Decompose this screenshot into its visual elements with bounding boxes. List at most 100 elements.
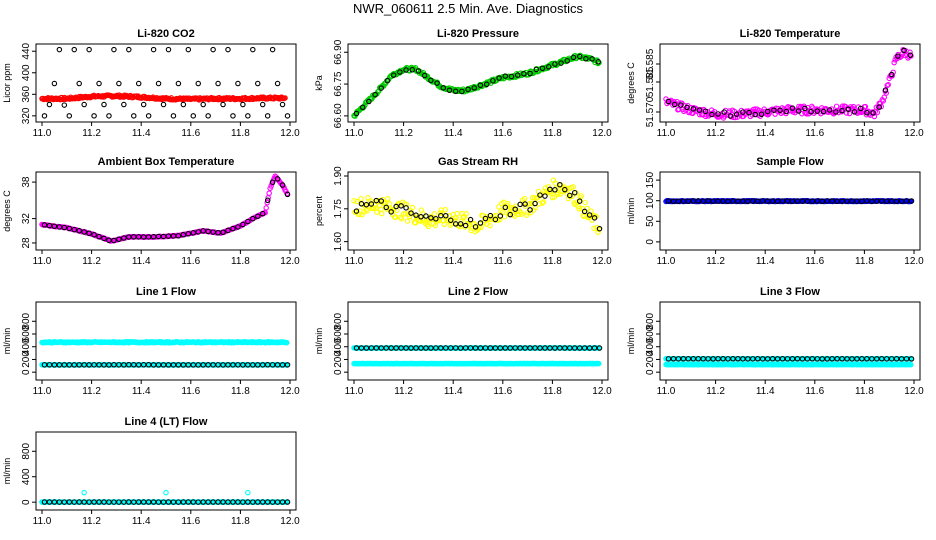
data-point (185, 499, 192, 505)
data-point (66, 362, 73, 368)
data-point (675, 198, 682, 204)
x-tick-label: 11.8 (543, 386, 562, 397)
data-point (372, 91, 378, 98)
data-point (457, 223, 463, 230)
x-tick-label: 12.0 (280, 128, 300, 139)
data-point (542, 345, 548, 351)
data-point (175, 80, 182, 87)
data-point (428, 345, 434, 351)
data-point (170, 113, 177, 119)
data-point (907, 49, 913, 56)
data-point (41, 113, 48, 119)
data-point (849, 356, 855, 362)
data-point (402, 210, 409, 217)
y-tick-label: 66.75 (333, 71, 344, 96)
data-point (250, 499, 256, 505)
plot-frame (659, 171, 921, 251)
data-point (364, 208, 370, 214)
data-point (76, 227, 82, 234)
data-point (46, 362, 53, 368)
data-point (274, 80, 281, 87)
data-point (888, 198, 895, 204)
data-point (459, 88, 465, 95)
data-point (155, 362, 162, 368)
data-point (384, 196, 391, 202)
data-point (220, 362, 226, 368)
data-point (824, 198, 830, 204)
data-point (735, 198, 741, 204)
data-point (700, 356, 706, 362)
data-point (583, 55, 589, 62)
data-point (472, 345, 479, 351)
data-point (857, 105, 864, 112)
chart-title: Li-820 Pressure (437, 28, 519, 40)
data-point (487, 345, 494, 351)
y-tick-label: 0 (645, 369, 656, 375)
data-point (145, 499, 152, 505)
data-point (140, 362, 147, 368)
data-point (61, 102, 68, 108)
data-point (150, 46, 157, 53)
x-tick-label: 11.4 (132, 516, 151, 527)
series-group (351, 52, 602, 119)
data-point (96, 362, 102, 368)
data-point (725, 356, 731, 362)
data-point (839, 107, 845, 114)
data-point (371, 205, 377, 212)
data-point (710, 356, 716, 362)
series-group (663, 47, 914, 121)
data-point (160, 499, 167, 505)
y-axis-label: degrees C (2, 190, 12, 232)
data-point (101, 499, 107, 505)
data-point (215, 499, 221, 505)
data-point (794, 198, 801, 204)
data-point (684, 104, 690, 111)
data-point (51, 362, 58, 368)
data-point (869, 198, 875, 205)
data-point (586, 212, 593, 218)
data-point (175, 233, 182, 239)
data-point (839, 198, 845, 204)
data-point (269, 179, 276, 185)
y-tick-label: 360 (21, 86, 32, 103)
data-point (428, 215, 434, 221)
x-tick-label: 11.8 (543, 256, 562, 267)
series-group (39, 489, 291, 505)
data-point (774, 198, 781, 205)
data-point (799, 198, 806, 204)
data-point (358, 196, 364, 202)
y-tick-label: 600 (645, 325, 656, 342)
data-point (508, 73, 515, 80)
data-point (870, 110, 876, 116)
data-point (245, 499, 251, 505)
data-point (490, 78, 496, 84)
x-tick-label: 11.2 (82, 256, 101, 267)
data-point (764, 198, 771, 204)
data-point (66, 113, 73, 119)
chart-panel-li820-co2: Li-820 CO2 Licor ppm 11.0 11.2 11.4 11.6 11.8 1… (2, 28, 300, 139)
data-point (106, 237, 112, 244)
data-point (454, 210, 460, 217)
data-point (521, 195, 528, 202)
data-point (738, 107, 745, 114)
data-point (522, 345, 528, 351)
chart-title: Gas Stream RH (438, 156, 518, 168)
data-point (527, 70, 533, 77)
data-point (225, 227, 231, 234)
data-point (497, 345, 504, 351)
data-point (135, 80, 142, 87)
data-point (517, 201, 523, 208)
data-point (225, 499, 231, 505)
data-point (165, 233, 172, 239)
data-point (140, 499, 147, 505)
x-tick-label: 11.2 (706, 386, 725, 397)
data-point (135, 362, 142, 368)
data-point (255, 80, 261, 87)
data-point (492, 216, 499, 223)
data-point (433, 345, 439, 351)
data-point (403, 205, 409, 211)
x-tick-label: 11.4 (756, 386, 775, 397)
data-point (269, 362, 276, 368)
data-point (150, 234, 157, 240)
data-point (397, 69, 403, 75)
